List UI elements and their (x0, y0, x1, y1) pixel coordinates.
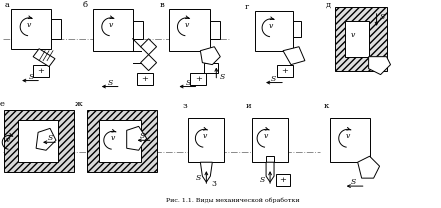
Text: S: S (48, 134, 52, 142)
Text: S: S (108, 79, 113, 87)
Bar (330, 118, 370, 162)
Text: +: + (280, 176, 287, 184)
Polygon shape (266, 162, 274, 182)
Bar (133, 21, 142, 39)
Text: в: в (160, 1, 165, 9)
Bar (99, 120, 141, 162)
Text: к: к (323, 103, 329, 110)
Polygon shape (33, 49, 55, 67)
Text: v: v (269, 22, 273, 30)
Polygon shape (200, 162, 212, 182)
Text: S: S (220, 73, 225, 80)
Text: v: v (108, 21, 113, 29)
Polygon shape (127, 126, 146, 150)
Bar (33, 65, 49, 77)
Bar (345, 21, 369, 57)
Bar (11, 9, 51, 49)
Bar (255, 11, 293, 51)
Text: е: е (0, 100, 5, 108)
Text: S: S (270, 75, 276, 83)
Bar (276, 174, 290, 186)
Text: S: S (196, 174, 201, 182)
Text: +: + (195, 75, 202, 83)
Bar (137, 73, 153, 84)
Bar (51, 19, 61, 39)
Polygon shape (141, 55, 157, 71)
Text: v: v (264, 132, 268, 140)
Text: S: S (351, 178, 356, 186)
Text: v: v (111, 134, 115, 142)
Text: v: v (184, 21, 189, 29)
Text: г: г (245, 3, 249, 11)
Bar (191, 73, 206, 84)
Bar (210, 21, 220, 39)
Text: S: S (259, 176, 265, 184)
Text: v: v (346, 132, 350, 140)
Bar (293, 21, 301, 37)
Bar (93, 9, 133, 51)
Text: +: + (141, 75, 148, 83)
Bar (4, 110, 74, 172)
Bar (252, 118, 288, 162)
Text: v: v (351, 31, 355, 39)
Polygon shape (283, 47, 305, 65)
Polygon shape (36, 128, 56, 150)
Text: +: + (281, 67, 288, 75)
Text: 3: 3 (212, 180, 217, 188)
Bar (188, 118, 224, 162)
Polygon shape (141, 39, 157, 55)
Bar (266, 156, 274, 162)
Text: S: S (380, 13, 385, 21)
Text: ж: ж (75, 100, 83, 108)
Text: б: б (82, 1, 87, 9)
Text: S: S (186, 79, 191, 87)
Text: и: и (245, 103, 251, 110)
Bar (277, 65, 293, 77)
Polygon shape (200, 47, 220, 65)
Bar (204, 63, 218, 73)
Polygon shape (358, 156, 380, 178)
Bar (335, 7, 387, 71)
Text: +: + (37, 67, 45, 75)
Text: S: S (29, 73, 34, 80)
Text: Рис. 1.1. Виды механической обработки: Рис. 1.1. Виды механической обработки (165, 197, 299, 203)
Text: а: а (5, 1, 10, 9)
Text: v: v (202, 132, 206, 140)
Bar (87, 110, 157, 172)
Bar (168, 9, 210, 51)
Text: S: S (140, 132, 145, 140)
Text: з: з (182, 103, 187, 110)
Bar (18, 120, 58, 162)
Polygon shape (369, 57, 391, 75)
Text: v: v (27, 21, 31, 29)
Text: v: v (6, 136, 10, 144)
Text: д: д (326, 1, 331, 9)
